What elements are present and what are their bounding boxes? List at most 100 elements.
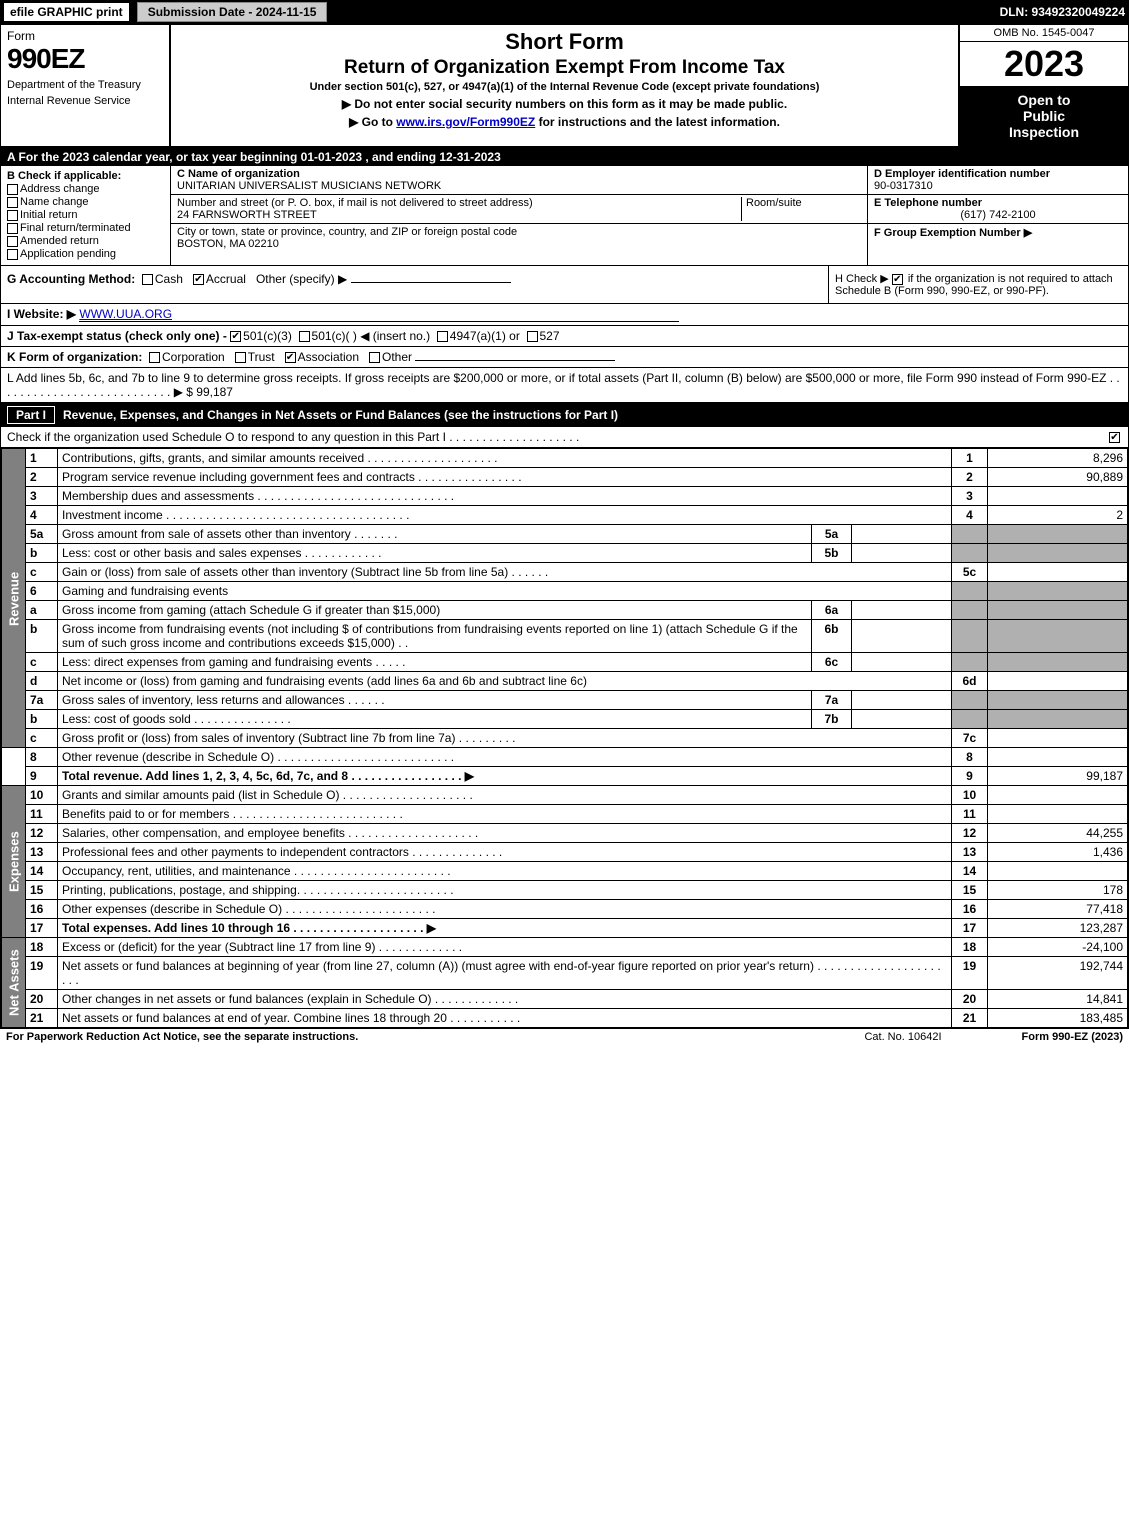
h-schedule-b: H Check ▶ if the organization is not req…	[828, 266, 1128, 303]
g-label: G Accounting Method:	[7, 272, 135, 286]
expenses-label: Expenses	[2, 786, 26, 938]
page-footer: For Paperwork Reduction Act Notice, see …	[0, 1029, 1129, 1045]
inspect-3: Inspection	[964, 124, 1124, 140]
e-label: E Telephone number	[874, 197, 1122, 209]
website-link[interactable]: WWW.UUA.ORG	[79, 307, 679, 322]
row-a: A For the 2023 calendar year, or tax yea…	[1, 148, 1128, 166]
phone-value: (617) 742-2100	[874, 209, 1122, 221]
b-title: B Check if applicable:	[7, 170, 164, 182]
header-left: Form 990EZ Department of the Treasury In…	[1, 25, 171, 146]
footer-right: Form 990-EZ (2023)	[1022, 1031, 1123, 1043]
inspect-2: Public	[964, 108, 1124, 124]
form-header: Form 990EZ Department of the Treasury In…	[1, 25, 1128, 148]
short-form-title: Short Form	[179, 29, 950, 55]
c-city-label: City or town, state or province, country…	[177, 226, 861, 238]
i-label: I Website: ▶	[7, 307, 76, 321]
part-1-bar: Part I Revenue, Expenses, and Changes in…	[1, 403, 1128, 427]
k-other-line	[415, 360, 615, 361]
k-label: K Form of organization:	[7, 350, 142, 364]
c-street-label: Number and street (or P. O. box, if mail…	[177, 197, 741, 209]
efile-label[interactable]: efile GRAPHIC print	[4, 3, 129, 21]
row-k-orgform: K Form of organization: Corporation Trus…	[1, 347, 1128, 368]
top-bar: efile GRAPHIC print Submission Date - 20…	[0, 0, 1129, 24]
cb-final-return[interactable]: Final return/terminated	[7, 222, 164, 234]
c-label: C Name of organization	[177, 168, 861, 180]
instr-goto-pre: ▶ Go to	[349, 115, 396, 129]
cb-amended-return[interactable]: Amended return	[7, 235, 164, 247]
cb-accrual[interactable]	[193, 274, 204, 285]
dept-irs: Internal Revenue Service	[7, 95, 163, 107]
l-value: 99,187	[196, 385, 233, 399]
cb-assoc[interactable]	[285, 352, 296, 363]
ein-value: 90-0317310	[874, 180, 1122, 192]
form-label: Form	[7, 29, 163, 43]
g-accounting: G Accounting Method: Cash Accrual Other …	[1, 266, 828, 303]
dept-treasury: Department of the Treasury	[7, 79, 163, 91]
d-ein: D Employer identification number 90-0317…	[868, 166, 1128, 195]
omb-number: OMB No. 1545-0047	[960, 25, 1128, 42]
irs-link[interactable]: www.irs.gov/Form990EZ	[396, 115, 535, 129]
org-street: 24 FARNSWORTH STREET	[177, 209, 741, 221]
cb-501c3[interactable]	[230, 331, 241, 342]
org-city: BOSTON, MA 02210	[177, 238, 861, 250]
row-j-status: J Tax-exempt status (check only one) - 5…	[1, 326, 1128, 347]
col-d-e-f: D Employer identification number 90-0317…	[868, 166, 1128, 265]
cb-corp[interactable]	[149, 352, 160, 363]
return-title: Return of Organization Exempt From Incom…	[179, 57, 950, 79]
j-label: J Tax-exempt status (check only one) -	[7, 329, 230, 343]
h-pre: H Check ▶	[835, 273, 892, 285]
submission-date: Submission Date - 2024-11-15	[137, 2, 328, 22]
part-1-check-text: Check if the organization used Schedule …	[7, 430, 579, 444]
cb-cash[interactable]	[142, 274, 153, 285]
row-g-h: G Accounting Method: Cash Accrual Other …	[1, 266, 1128, 304]
lines-table: Revenue 1Contributions, gifts, grants, a…	[1, 448, 1128, 1028]
form-number: 990EZ	[7, 43, 163, 75]
f-label: F Group Exemption Number ▶	[874, 227, 1032, 239]
c-name-row: C Name of organization UNITARIAN UNIVERS…	[171, 166, 867, 195]
l-text: L Add lines 5b, 6c, and 7b to line 9 to …	[7, 371, 1120, 399]
header-center: Short Form Return of Organization Exempt…	[171, 25, 958, 146]
cb-501c[interactable]	[299, 331, 310, 342]
col-b: B Check if applicable: Address change Na…	[1, 166, 171, 265]
open-inspection: Open to Public Inspection	[960, 86, 1128, 146]
g-other-line	[351, 282, 511, 283]
col-c: C Name of organization UNITARIAN UNIVERS…	[171, 166, 868, 265]
cb-application-pending[interactable]: Application pending	[7, 248, 164, 260]
cb-initial-return[interactable]: Initial return	[7, 209, 164, 221]
e-phone: E Telephone number (617) 742-2100	[868, 195, 1128, 224]
part-1-label: Part I	[7, 406, 55, 424]
d-label: D Employer identification number	[874, 168, 1122, 180]
instr-goto-post: for instructions and the latest informat…	[535, 115, 780, 129]
inspect-1: Open to	[964, 92, 1124, 108]
cb-trust[interactable]	[235, 352, 246, 363]
dln: DLN: 93492320049224	[1000, 5, 1125, 19]
row-l-gross: L Add lines 5b, 6c, and 7b to line 9 to …	[1, 368, 1128, 403]
revenue-label: Revenue	[2, 449, 26, 748]
c-street-row: Number and street (or P. O. box, if mail…	[171, 195, 867, 224]
org-name: UNITARIAN UNIVERSALIST MUSICIANS NETWORK	[177, 180, 861, 192]
footer-left: For Paperwork Reduction Act Notice, see …	[6, 1031, 358, 1043]
instr-goto: ▶ Go to www.irs.gov/Form990EZ for instru…	[179, 115, 950, 129]
c-city-row: City or town, state or province, country…	[171, 224, 867, 252]
f-group: F Group Exemption Number ▶	[868, 224, 1128, 241]
header-right: OMB No. 1545-0047 2023 Open to Public In…	[958, 25, 1128, 146]
room-suite: Room/suite	[741, 197, 861, 221]
part-1-title: Revenue, Expenses, and Changes in Net As…	[63, 408, 618, 422]
instr-ssn: ▶ Do not enter social security numbers o…	[179, 97, 950, 111]
cb-other-org[interactable]	[369, 352, 380, 363]
part-1-checkline: Check if the organization used Schedule …	[1, 427, 1128, 448]
g-other: Other (specify) ▶	[256, 272, 347, 286]
cb-address-change[interactable]: Address change	[7, 183, 164, 195]
netassets-label: Net Assets	[2, 938, 26, 1028]
code-subline: Under section 501(c), 527, or 4947(a)(1)…	[179, 81, 950, 93]
cb-4947[interactable]	[437, 331, 448, 342]
block-b-c-d-e-f: B Check if applicable: Address change Na…	[1, 166, 1128, 266]
form-990ez: Form 990EZ Department of the Treasury In…	[0, 24, 1129, 1029]
row-i-website: I Website: ▶ WWW.UUA.ORG	[1, 304, 1128, 326]
cb-schedule-o[interactable]	[1109, 432, 1120, 443]
cb-name-change[interactable]: Name change	[7, 196, 164, 208]
cb-527[interactable]	[527, 331, 538, 342]
tax-year: 2023	[960, 42, 1128, 86]
cb-h[interactable]	[892, 274, 903, 285]
cat-no: Cat. No. 10642I	[864, 1031, 941, 1043]
